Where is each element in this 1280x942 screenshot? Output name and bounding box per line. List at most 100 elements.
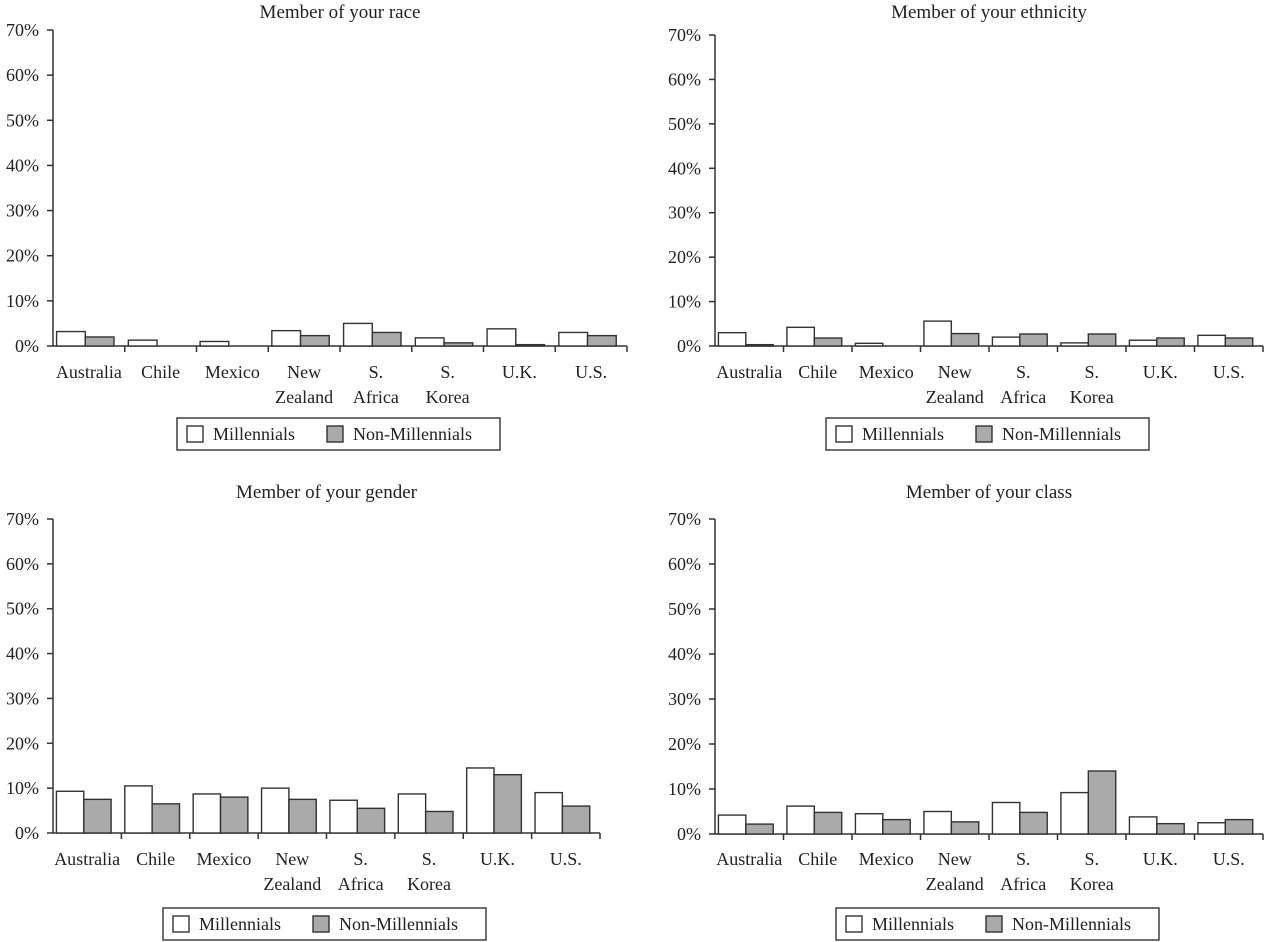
bar-millennials [717, 331, 747, 347]
bar-non-millennials [356, 807, 386, 834]
category-label: Australia [56, 362, 122, 382]
bar-non-millennials [745, 343, 774, 347]
bar-millennials [124, 785, 153, 834]
bar-non-millennials [443, 342, 474, 347]
category-label: Mexico [859, 362, 914, 382]
chart-title: Member of your class [906, 482, 1072, 503]
legend: Millennials Non-Millennials [162, 907, 487, 941]
y-tick-label: 0% [15, 336, 39, 356]
bar-non-millennials [371, 331, 402, 347]
bar-millennials [192, 793, 222, 834]
y-tick-label: 70% [6, 509, 39, 529]
category-label: New [275, 849, 309, 869]
bar-millennials [786, 326, 816, 347]
bar-millennials [1197, 822, 1227, 835]
category-label: Korea [407, 874, 451, 894]
y-tick-label: 10% [6, 778, 39, 798]
bar-non-millennials [1224, 818, 1254, 835]
y-tick-label: 10% [668, 292, 701, 312]
bar-non-millennials [1019, 333, 1048, 347]
y-tick-label: 70% [668, 25, 701, 45]
y-tick-label: 0% [677, 336, 701, 356]
category-label: U.K. [1143, 849, 1178, 869]
legend-label-millennials: Millennials [199, 914, 281, 934]
y-tick-label: 70% [6, 20, 39, 40]
y-tick-label: 30% [6, 688, 39, 708]
category-label: S. [1084, 362, 1099, 382]
bar-non-millennials [1087, 770, 1117, 835]
chart-panel-2: Member of your ethnicity 0% 10% 20% 30% 40% 50… [668, 2, 1264, 451]
category-label: S. [1016, 362, 1031, 382]
category-label: U.S. [575, 362, 607, 382]
bar-non-millennials [84, 336, 115, 347]
bar-non-millennials [1156, 822, 1185, 835]
bar-millennials [786, 805, 816, 835]
legend: Millennials Non-Millennials [835, 907, 1160, 941]
legend-swatch-millennials [845, 915, 863, 933]
bar-millennials [717, 814, 747, 835]
category-label: Korea [1070, 387, 1114, 407]
bar-non-millennials [1224, 337, 1254, 347]
category-label: New [287, 362, 321, 382]
y-tick-label: 10% [6, 291, 39, 311]
bar-millennials [486, 328, 517, 347]
bar-non-millennials [493, 773, 523, 834]
category-label: Chile [141, 362, 180, 382]
category-label: Zealand [263, 874, 321, 894]
bar-millennials [923, 320, 953, 347]
bar-millennials [558, 331, 589, 347]
category-label: Zealand [926, 874, 984, 894]
bar-non-millennials [882, 818, 911, 835]
bar-non-millennials [288, 798, 317, 834]
legend-swatch-millennials [172, 915, 190, 933]
legend-label-non-millennials: Non-Millennials [339, 914, 458, 934]
bar-millennials [534, 791, 564, 834]
y-tick-label: 60% [6, 65, 39, 85]
category-label: U.S. [1213, 362, 1245, 382]
category-label: Korea [1070, 874, 1114, 894]
y-tick-label: 30% [668, 203, 701, 223]
category-label: Chile [798, 849, 837, 869]
category-label: S. [1084, 849, 1099, 869]
bar-non-millennials [745, 823, 774, 835]
bar-millennials [342, 322, 373, 347]
category-label: Chile [136, 849, 175, 869]
legend-swatch-non-millennials [312, 915, 330, 933]
bar-non-millennials [515, 343, 546, 347]
y-tick-label: 0% [15, 823, 39, 843]
legend-swatch-non-millennials [975, 425, 993, 443]
chart-title: Member of your gender [236, 482, 418, 503]
y-tick-label: 40% [668, 158, 701, 178]
chart-panel-4: Member of your class 0% 10% 20% 30% 40% 50% 60%… [668, 482, 1264, 941]
category-label: New [938, 362, 972, 382]
y-tick-label: 50% [6, 599, 39, 619]
bar-non-millennials [219, 796, 249, 834]
y-tick-label: 10% [668, 779, 701, 799]
category-label: Africa [353, 387, 399, 407]
legend-label-millennials: Millennials [213, 424, 295, 444]
legend-swatch-millennials [186, 425, 204, 443]
legend-label-millennials: Millennials [872, 914, 954, 934]
category-label: Africa [1000, 874, 1046, 894]
y-tick-label: 60% [668, 69, 701, 89]
bar-millennials [1128, 339, 1158, 347]
bar-non-millennials [950, 821, 980, 835]
category-label: S. [440, 362, 455, 382]
bar-millennials [271, 329, 302, 347]
bar-non-millennials [299, 334, 330, 347]
category-label: Australia [716, 362, 782, 382]
legend-swatch-non-millennials [326, 425, 344, 443]
bar-non-millennials [1019, 811, 1048, 835]
y-tick-label: 50% [668, 599, 701, 619]
category-label: U.S. [550, 849, 582, 869]
y-tick-label: 70% [668, 509, 701, 529]
bar-non-millennials [586, 334, 617, 347]
bar-millennials [991, 336, 1021, 347]
bar-non-millennials [424, 810, 454, 834]
category-label: S. [422, 849, 437, 869]
legend-swatch-non-millennials [985, 915, 1003, 933]
category-label: U.S. [1213, 849, 1245, 869]
legend-label-millennials: Millennials [862, 424, 944, 444]
bar-non-millennials [561, 805, 591, 834]
